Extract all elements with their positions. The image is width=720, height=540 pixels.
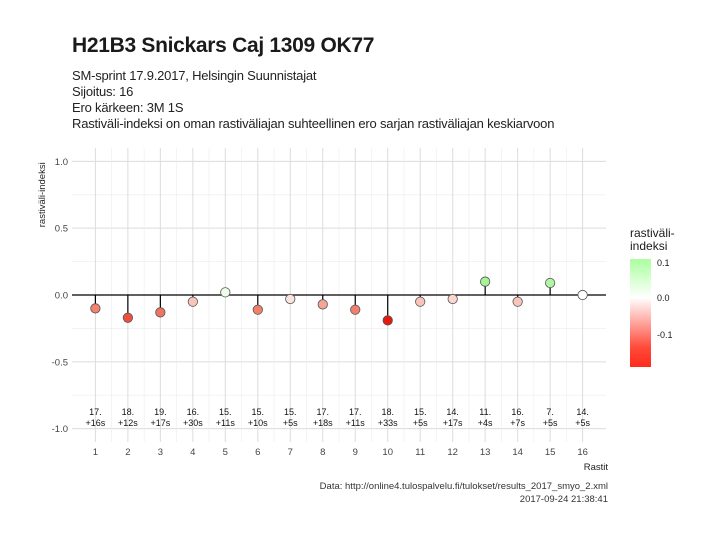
point-diff-label: +17s xyxy=(443,418,463,428)
subtitle-placement: Sijoitus: 16 xyxy=(72,84,134,99)
point-place-label: 16. xyxy=(511,407,524,417)
point-diff-label: +7s xyxy=(510,418,525,428)
point-place-label: 15. xyxy=(414,407,427,417)
x-tick-label: 16 xyxy=(577,447,588,458)
data-point xyxy=(252,304,263,315)
y-tick-label: 0.0 xyxy=(55,291,68,302)
x-tick-label: 13 xyxy=(480,447,491,458)
legend-title-line-1: rastiväli- xyxy=(630,226,675,240)
data-point xyxy=(285,293,296,305)
point-diff-label: +33s xyxy=(378,418,398,428)
point-diff-label: +11s xyxy=(346,418,366,428)
x-tick-label: 4 xyxy=(190,447,195,458)
data-point xyxy=(512,296,523,307)
point-place-label: 19. xyxy=(154,407,167,417)
x-axis-title: Rastit xyxy=(584,462,609,473)
point-diff-label: +5s xyxy=(543,418,558,428)
legend-tick-zero: 0.0 xyxy=(657,293,670,303)
x-tick-label: 12 xyxy=(447,447,458,458)
point-place-label: 14. xyxy=(576,407,589,417)
data-point xyxy=(122,312,133,323)
legend-title: rastiväli- indeksi xyxy=(630,227,675,253)
y-tick-label: -1.0 xyxy=(52,424,68,435)
caption-source: Data: http://online4.tulospalvelu.fi/tul… xyxy=(319,481,608,492)
point-diff-label: +17s xyxy=(150,418,170,428)
data-point xyxy=(90,303,101,314)
point-place-label: 15. xyxy=(252,407,265,417)
data-point xyxy=(382,315,393,326)
point-place-label: 11. xyxy=(479,407,491,417)
y-tick-label: 0.5 xyxy=(55,224,68,235)
legend-colorbar xyxy=(630,259,651,367)
point-place-label: 16. xyxy=(187,407,200,417)
point-diff-label: +12s xyxy=(118,418,138,428)
x-tick-label: 8 xyxy=(320,447,325,458)
data-point xyxy=(350,304,361,315)
x-tick-label: 6 xyxy=(255,447,260,458)
x-tick-label: 9 xyxy=(353,447,358,458)
data-point xyxy=(480,276,491,287)
data-point xyxy=(187,296,198,307)
legend-tick-low: -0.1 xyxy=(657,330,673,340)
legend-title-line-2: indeksi xyxy=(630,239,668,253)
data-point xyxy=(545,277,556,289)
point-place-label: 18. xyxy=(381,407,394,417)
x-tick-label: 7 xyxy=(288,447,293,458)
chart-title: H21B3 Snickars Caj 1309 OK77 xyxy=(72,34,375,57)
subtitle-description: Rastiväli-indeksi on oman rastiväliajan … xyxy=(72,116,555,131)
x-tick-label: 14 xyxy=(512,447,523,458)
point-diff-label: +5s xyxy=(413,418,428,428)
y-axis-title: rastiväli-indeksi xyxy=(37,162,48,227)
point-diff-label: +30s xyxy=(183,418,203,428)
x-tick-label: 11 xyxy=(415,447,425,458)
point-diff-label: +5s xyxy=(575,418,590,428)
point-diff-label: +4s xyxy=(478,418,493,428)
data-point xyxy=(317,299,328,310)
point-place-label: 15. xyxy=(284,407,297,417)
caption-timestamp: 2017-09-24 21:38:41 xyxy=(519,494,608,505)
point-diff-label: +10s xyxy=(248,418,268,428)
x-tick-label: 3 xyxy=(158,447,163,458)
x-tick-label: 15 xyxy=(545,447,556,458)
data-point xyxy=(220,287,231,298)
point-diff-label: +18s xyxy=(313,418,333,428)
data-point xyxy=(415,296,426,307)
y-tick-label: -0.5 xyxy=(52,357,68,368)
point-place-label: 15. xyxy=(219,407,232,417)
y-tick-label: 1.0 xyxy=(55,157,68,168)
x-tick-label: 10 xyxy=(382,447,393,458)
data-point xyxy=(447,293,458,305)
data-point xyxy=(577,289,588,301)
point-place-label: 18. xyxy=(122,407,135,417)
point-place-label: 17. xyxy=(89,407,102,417)
legend-tick-high: 0.1 xyxy=(657,258,670,268)
point-diff-label: +5s xyxy=(283,418,298,428)
point-place-label: 14. xyxy=(446,407,459,417)
x-tick-label: 5 xyxy=(223,447,228,458)
subtitle-event: SM-sprint 17.9.2017, Helsingin Suunnista… xyxy=(72,68,317,83)
subtitle-gap: Ero kärkeen: 3M 1S xyxy=(72,100,184,115)
point-place-label: 17. xyxy=(349,407,362,417)
x-tick-label: 2 xyxy=(125,447,130,458)
point-diff-label: +16s xyxy=(85,418,105,428)
point-place-label: 17. xyxy=(317,407,330,417)
data-point xyxy=(155,307,166,318)
point-diff-label: +11s xyxy=(216,418,236,428)
x-tick-label: 1 xyxy=(93,447,98,458)
point-place-label: 7. xyxy=(546,407,554,417)
